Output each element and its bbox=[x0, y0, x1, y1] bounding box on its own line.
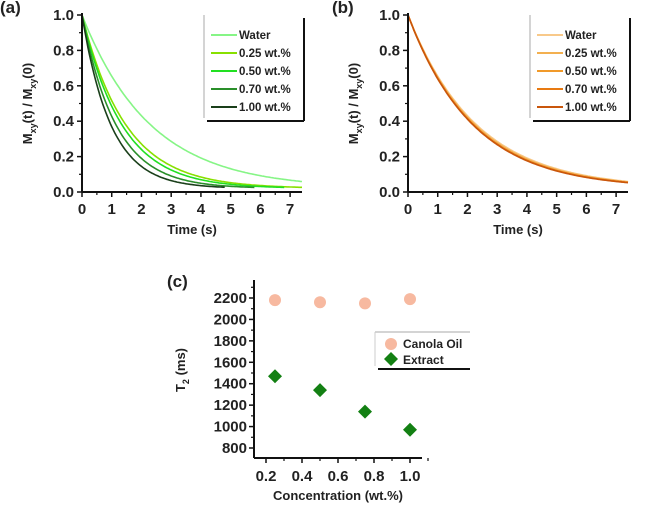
x-tick-label: 0.6 bbox=[328, 468, 349, 485]
extract-point bbox=[358, 404, 372, 419]
y-tick-label: 2200 bbox=[214, 290, 247, 307]
legend: Water 0.25 wt.% 0.50 wt.% 0.70 wt.% 1.00 wt.… bbox=[529, 15, 631, 122]
y-tick-label: 0.2 bbox=[53, 149, 74, 166]
x-tick-label: 0.8 bbox=[364, 468, 385, 485]
y-label-sub: xy bbox=[28, 123, 38, 133]
series-line-0 bbox=[81, 14, 303, 183]
x-tick-label: 7 bbox=[612, 201, 620, 218]
panel-label: (b) bbox=[332, 0, 354, 17]
x-tick-label: 4 bbox=[197, 201, 206, 218]
legend-label: Water bbox=[565, 30, 597, 42]
y-tick-label: 0.8 bbox=[53, 42, 74, 59]
x-tick-label: 3 bbox=[167, 201, 175, 218]
x-tick-label: 3 bbox=[493, 201, 501, 218]
y-axis-label: T2 (ms) bbox=[173, 348, 191, 392]
x-tick-label: 6 bbox=[256, 201, 264, 218]
extract-point bbox=[313, 383, 327, 398]
legend-label: 0.50 wt.% bbox=[239, 66, 291, 78]
y-label-part: M bbox=[20, 133, 35, 144]
x-tick-label: 5 bbox=[226, 201, 234, 218]
y-tick-label: 0.6 bbox=[53, 78, 74, 95]
y-tick-label: 1.0 bbox=[379, 7, 400, 24]
canola-oil-point bbox=[314, 296, 326, 309]
legend-label: Water bbox=[239, 30, 271, 42]
legend-label: 0.50 wt.% bbox=[565, 66, 617, 78]
y-label-sub: xy bbox=[354, 123, 364, 133]
legend-label: 1.00 wt.% bbox=[565, 102, 617, 114]
x-axis-label: Time (s) bbox=[167, 222, 217, 237]
x-tick-label: 1.0 bbox=[400, 468, 421, 485]
y-label-sub: xy bbox=[28, 79, 38, 89]
x-axis-label: Concentration (wt.%) bbox=[273, 488, 403, 503]
y-label-part: (0) bbox=[346, 63, 361, 79]
y-tick-label: 1800 bbox=[214, 333, 247, 350]
extract-point bbox=[268, 369, 282, 384]
y-tick-label: 0.4 bbox=[379, 113, 401, 130]
y-tick-label: 0.8 bbox=[379, 42, 400, 59]
canola-oil-point bbox=[404, 293, 416, 306]
x-tick-label: 0 bbox=[78, 201, 86, 218]
y-axis-label: Mxy(t) / Mxy(0) bbox=[20, 63, 38, 144]
y-label-part: T bbox=[173, 384, 188, 392]
y-label-part: M bbox=[346, 133, 361, 144]
series-line-4 bbox=[407, 14, 629, 184]
y-tick-label: 0.0 bbox=[379, 184, 400, 201]
y-label-part: (0) bbox=[20, 63, 35, 79]
y-tick-label: 2000 bbox=[214, 311, 247, 328]
y-tick-label: 0.6 bbox=[379, 78, 400, 95]
y-label-sub: xy bbox=[354, 79, 364, 89]
y-axis-label: Mxy(t) / Mxy(0) bbox=[346, 63, 364, 144]
canola-oil-point bbox=[359, 297, 371, 310]
x-tick-label: 5 bbox=[552, 201, 560, 218]
y-tick-label: 1000 bbox=[214, 419, 247, 436]
legend-label: Extract bbox=[403, 353, 444, 367]
y-label-part: (t) / M bbox=[20, 89, 35, 124]
y-label-part: (ms) bbox=[173, 348, 188, 379]
series-line-3 bbox=[81, 14, 255, 189]
panel-label: (a) bbox=[0, 0, 21, 17]
legend-circle-marker bbox=[385, 338, 397, 350]
x-tick-label: 2 bbox=[463, 201, 471, 218]
y-tick-label: 1400 bbox=[214, 376, 247, 393]
extract-point bbox=[403, 422, 417, 437]
x-tick-label: 0.4 bbox=[292, 468, 314, 485]
series-line-4 bbox=[81, 14, 225, 188]
y-tick-label: 0.2 bbox=[379, 149, 400, 166]
series-line-1 bbox=[81, 14, 302, 189]
x-axis-label: Time (s) bbox=[493, 222, 543, 237]
legend: Canola Oil Extract bbox=[374, 331, 470, 370]
series-line-2 bbox=[81, 14, 285, 189]
x-tick-label: 1 bbox=[434, 201, 442, 218]
legend: Water 0.25 wt.% 0.50 wt.% 0.70 wt.% 1.00 wt.… bbox=[203, 15, 305, 122]
x-tick-label: 1 bbox=[108, 201, 116, 218]
x-tick-label: 0.2 bbox=[256, 468, 277, 485]
x-tick-label: 0 bbox=[404, 201, 412, 218]
x-tick-label: 4 bbox=[523, 201, 532, 218]
legend-label: 0.70 wt.% bbox=[239, 84, 291, 96]
x-tick-label: 7 bbox=[286, 201, 294, 218]
y-label-sub: 2 bbox=[181, 379, 191, 384]
legend-label: 0.70 wt.% bbox=[565, 84, 617, 96]
y-tick-label: 1600 bbox=[214, 354, 247, 371]
canola-oil-point bbox=[269, 294, 281, 307]
legend-label: 1.00 wt.% bbox=[239, 102, 291, 114]
legend-diamond-marker bbox=[384, 352, 398, 366]
y-tick-label: 1200 bbox=[214, 397, 247, 414]
y-tick-label: 1.0 bbox=[53, 7, 74, 24]
y-tick-label: 800 bbox=[222, 440, 247, 457]
y-label-part: (t) / M bbox=[346, 89, 361, 124]
legend-label: 0.25 wt.% bbox=[239, 48, 291, 60]
x-tick-label: 6 bbox=[582, 201, 590, 218]
legend-label: Canola Oil bbox=[403, 337, 462, 351]
panel-label: (c) bbox=[167, 272, 188, 291]
legend-label: 0.25 wt.% bbox=[565, 48, 617, 60]
y-tick-label: 0.4 bbox=[53, 113, 75, 130]
x-tick-label: 2 bbox=[137, 201, 145, 218]
y-tick-label: 0.0 bbox=[53, 184, 74, 201]
